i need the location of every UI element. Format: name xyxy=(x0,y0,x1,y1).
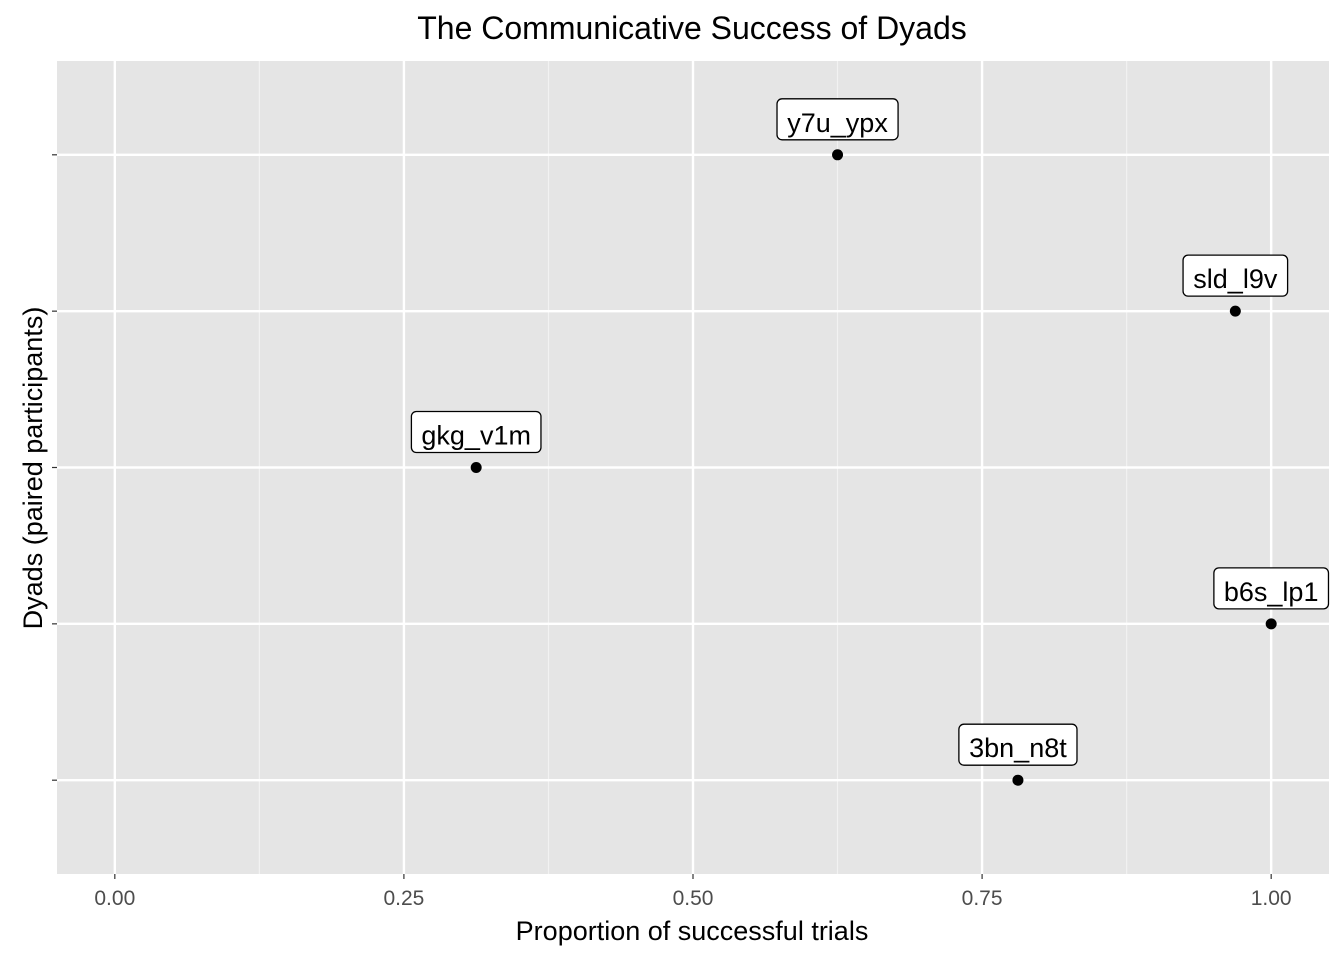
point-label-text: 3bn_n8t xyxy=(969,733,1067,763)
point-label: y7u_ypx xyxy=(776,98,899,141)
point-label-text: sld_l9v xyxy=(1193,264,1278,294)
data-point xyxy=(832,149,844,161)
x-tick-label: 0.25 xyxy=(383,887,424,910)
data-point xyxy=(1265,618,1277,630)
x-tick-label: 0.00 xyxy=(94,887,135,910)
point-label-box xyxy=(776,98,899,141)
y-axis-ticks xyxy=(52,154,57,781)
major-gridlines xyxy=(57,61,1329,874)
point-label: gkg_v1m xyxy=(410,410,542,454)
point-label-text: gkg_v1m xyxy=(421,421,531,451)
data-points xyxy=(470,149,1277,786)
chart-title: The Communicative Success of Dyads xyxy=(417,10,967,46)
x-tick-label: 1.00 xyxy=(1251,887,1292,910)
point-label-box xyxy=(410,410,542,454)
point-label: sld_l9v xyxy=(1182,254,1289,297)
point-label-box xyxy=(1213,567,1330,610)
y-axis-title: Dyads (paired participants) xyxy=(18,307,48,630)
point-label-box xyxy=(1182,254,1289,297)
data-point xyxy=(1012,774,1024,786)
x-tick-label: 0.50 xyxy=(673,887,714,910)
data-point xyxy=(1229,305,1241,317)
point-label: 3bn_n8t xyxy=(958,723,1078,766)
data-point xyxy=(470,462,482,473)
point-label-box xyxy=(958,723,1078,766)
x-axis-ticks: 0.00 0.25 0.50 0.75 1.00 xyxy=(94,874,1292,910)
x-tick-label: 0.75 xyxy=(962,887,1003,910)
point-label-text: b6s_lp1 xyxy=(1224,577,1319,607)
point-labels: 3bn_n8t b6s_lp1 gkg_v1m sld_l9v y7u_ypx xyxy=(410,98,1330,766)
x-axis-title: Proportion of successful trials xyxy=(516,916,869,946)
point-label: b6s_lp1 xyxy=(1213,567,1330,610)
point-label-text: y7u_ypx xyxy=(787,108,888,138)
